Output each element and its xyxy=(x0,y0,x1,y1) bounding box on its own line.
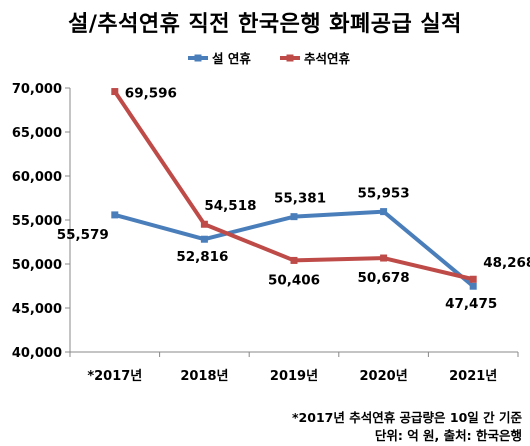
data-label: 55,579 xyxy=(57,227,109,243)
x-tick-label: 2021년 xyxy=(449,369,497,384)
legend-swatch-marker xyxy=(286,54,294,62)
y-tick-label: 55,000 xyxy=(12,214,62,229)
chart-title: 설/추석연휴 직전 한국은행 화폐공급 실적 xyxy=(68,12,462,37)
legend-label: 추석연휴 xyxy=(304,51,351,66)
series-1-point xyxy=(469,282,477,290)
series-1-point xyxy=(380,208,388,216)
y-tick-label: 45,000 xyxy=(12,302,62,317)
series-line-2 xyxy=(113,90,474,282)
data-label: 52,816 xyxy=(176,249,228,265)
footnote-basis: *2017년 추석연휴 공급량은 10일 간 기준 xyxy=(292,410,522,425)
x-tick-label: 2018년 xyxy=(180,369,228,384)
series-2-point xyxy=(380,254,388,262)
legend-swatch-marker xyxy=(194,54,202,62)
series-2-point xyxy=(200,220,208,228)
x-tick-label: 2019년 xyxy=(270,369,318,384)
series-1-point xyxy=(111,211,119,219)
series-1-point xyxy=(290,213,298,221)
x-tick-label: 2020년 xyxy=(360,369,408,384)
legend-label: 설 연휴 xyxy=(212,51,251,66)
y-tick-label: 60,000 xyxy=(12,170,62,185)
series-2-point xyxy=(111,88,119,96)
data-label: 50,678 xyxy=(358,270,410,286)
data-label: 50,406 xyxy=(268,272,320,288)
y-tick-label: 65,000 xyxy=(12,126,62,141)
series-1-point xyxy=(200,235,208,243)
series-2-point xyxy=(469,275,477,283)
y-tick-label: 50,000 xyxy=(12,258,62,273)
y-tick-label: 40,000 xyxy=(12,346,62,361)
data-label: 55,953 xyxy=(358,186,410,202)
data-label: 55,381 xyxy=(274,191,326,207)
data-label: 54,518 xyxy=(204,198,256,214)
data-label: 48,268 xyxy=(483,255,530,271)
data-label: 47,475 xyxy=(445,296,497,312)
x-tick-label: *2017년 xyxy=(87,369,142,384)
series-2-point xyxy=(290,256,298,264)
footnote-source: 단위: 억 원, 출처: 한국은행 xyxy=(374,428,522,443)
data-label: 69,596 xyxy=(125,86,177,102)
y-tick-label: 70,000 xyxy=(12,82,62,97)
